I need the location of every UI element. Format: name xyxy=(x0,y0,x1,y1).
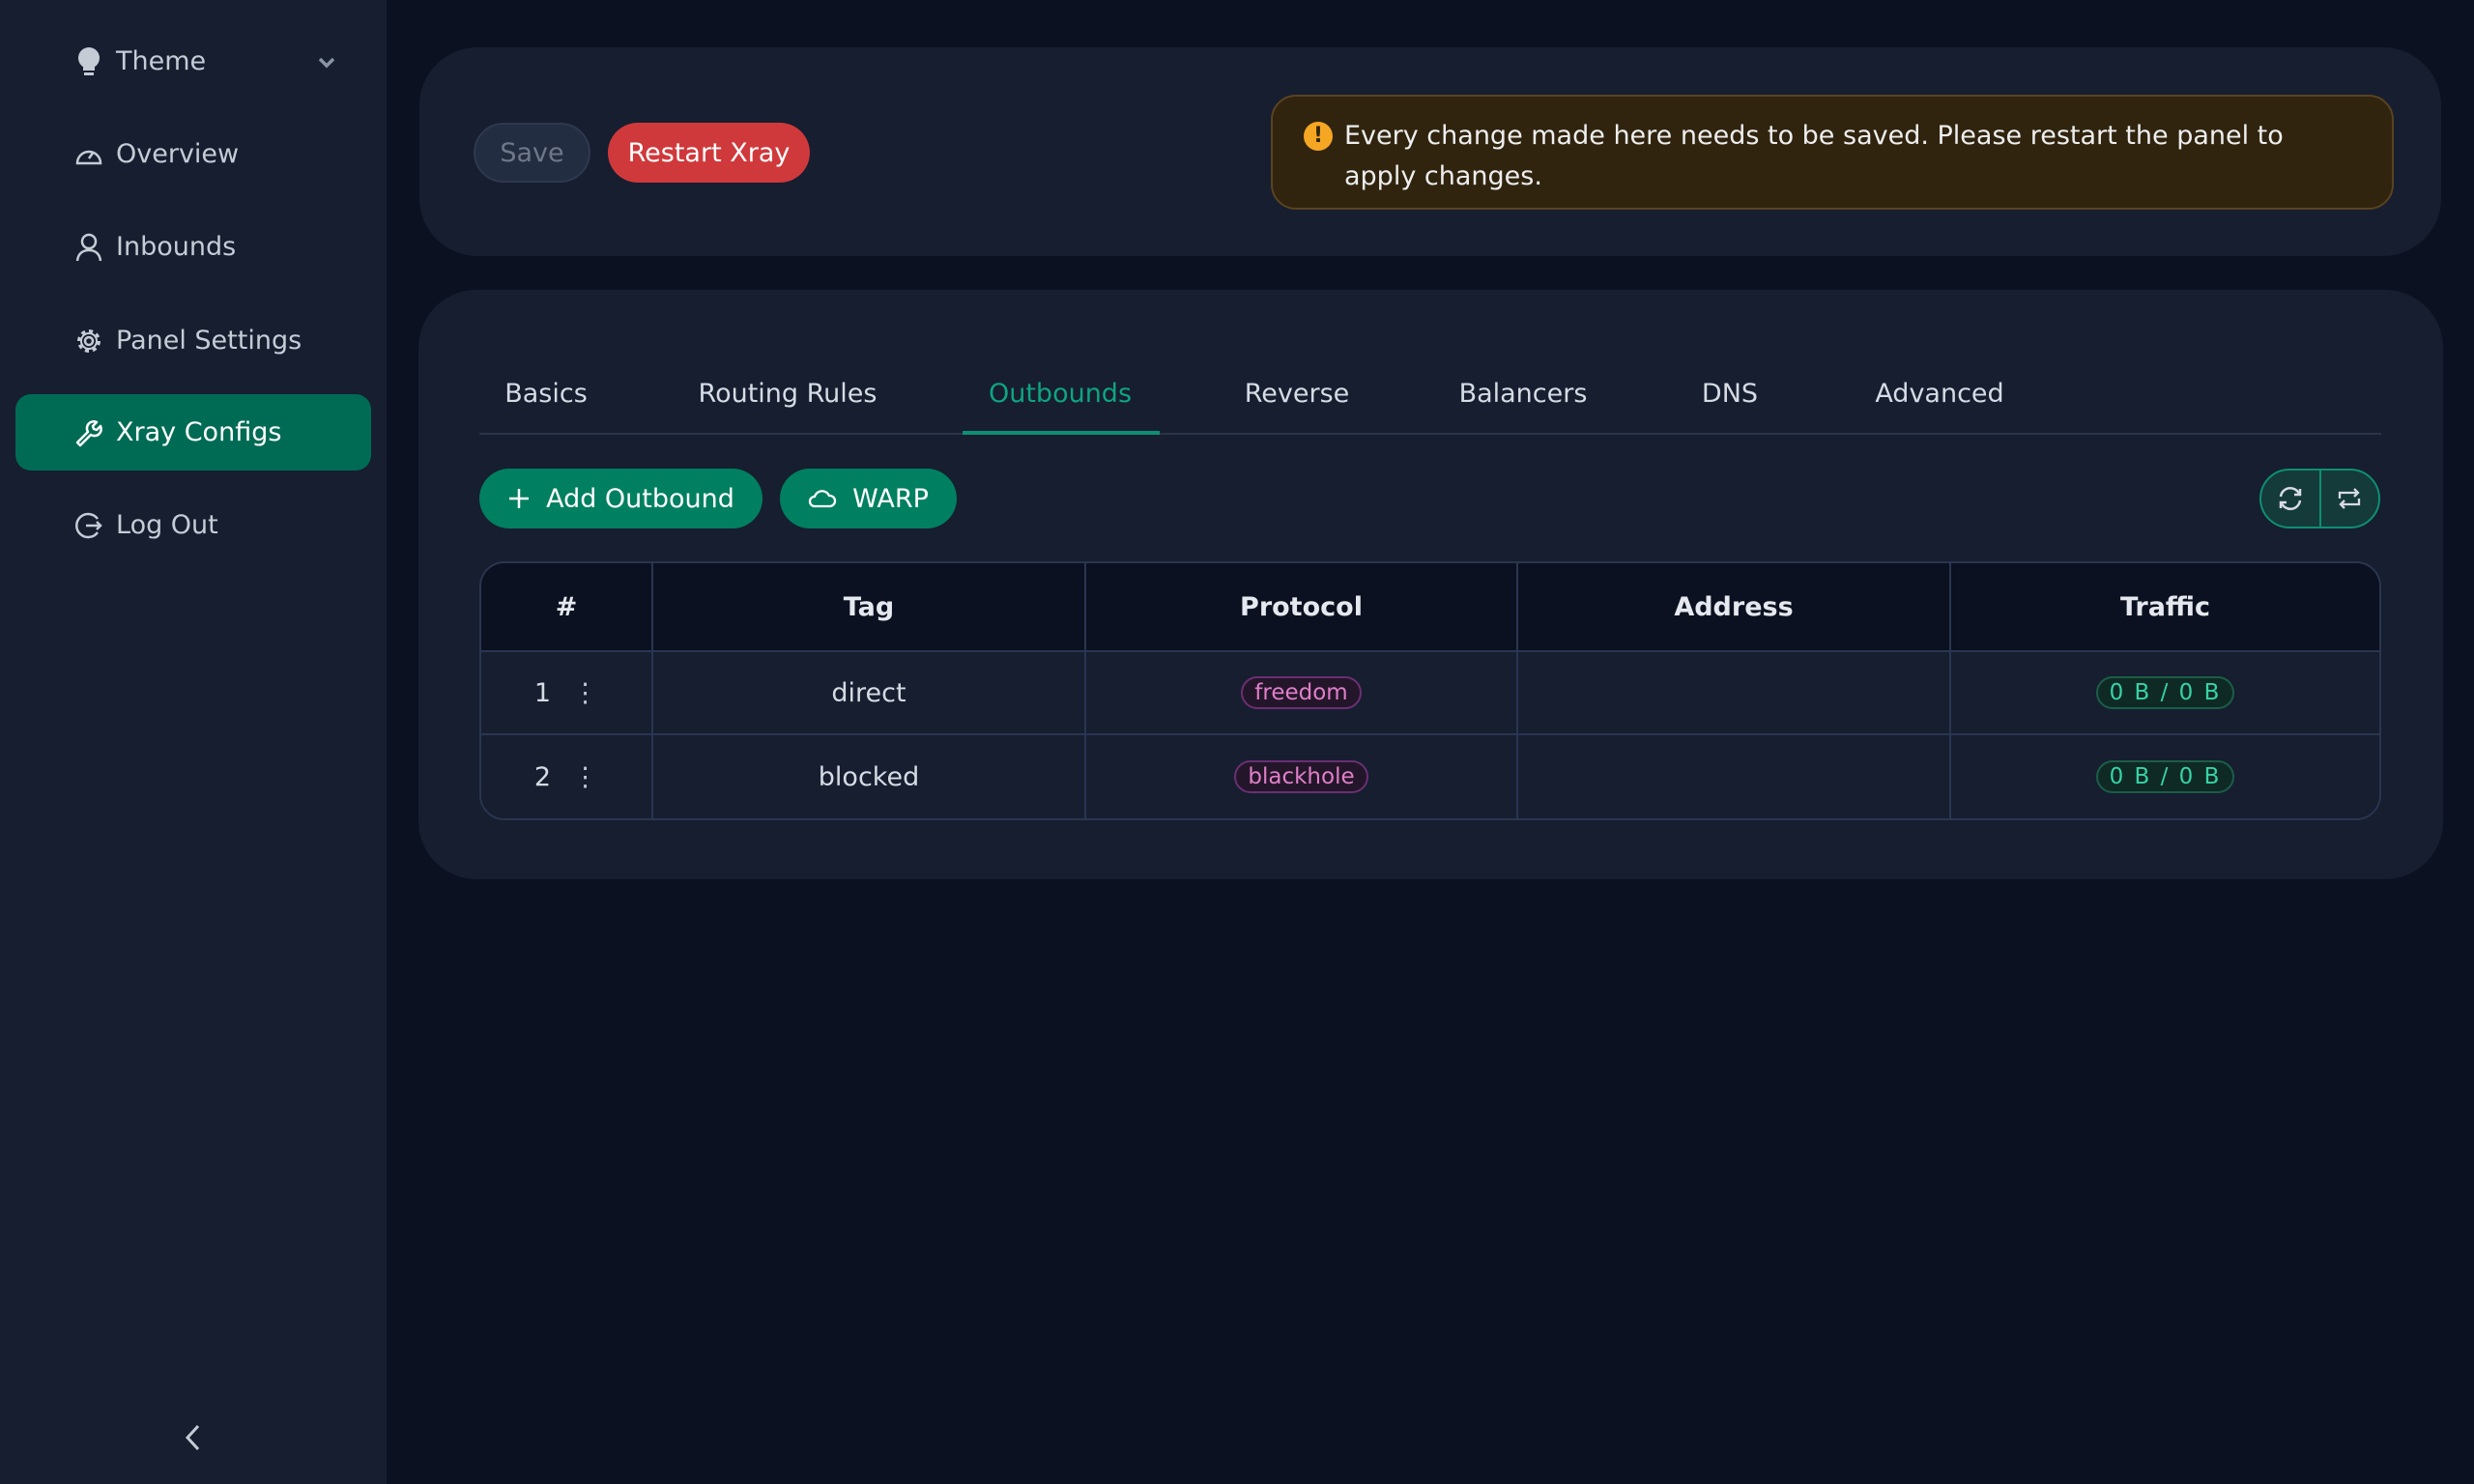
traffic-badge: 0 B / 0 B xyxy=(2095,676,2235,709)
sidebar-item-label: Overview xyxy=(116,139,240,169)
tab-outbounds[interactable]: Outbounds xyxy=(988,379,1133,409)
outbounds-table: # Tag Protocol Address Traffic 1 ⋮ direct… xyxy=(479,561,2381,820)
dashboard-icon xyxy=(73,139,104,170)
tab-dns[interactable]: DNS xyxy=(1701,379,1759,409)
table-row: 2 ⋮ blocked blackhole 0 B / 0 B xyxy=(481,735,2379,818)
protocol-badge: blackhole xyxy=(1234,760,1368,793)
sidebar-item-panel-settings[interactable]: Panel Settings xyxy=(15,302,371,379)
sidebar-item-overview[interactable]: Overview xyxy=(15,116,371,192)
table-row: 1 ⋮ direct freedom 0 B / 0 B xyxy=(481,652,2379,735)
tab-advanced[interactable]: Advanced xyxy=(1875,379,2004,409)
sidebar-item-inbounds[interactable]: Inbounds xyxy=(15,209,371,285)
tab-reverse[interactable]: Reverse xyxy=(1244,379,1350,409)
column-header: Address xyxy=(1518,563,1951,652)
sidebar-item-theme[interactable]: Theme xyxy=(15,23,371,100)
column-header: Tag xyxy=(653,563,1086,652)
tab-routing-rules[interactable]: Routing Rules xyxy=(698,379,877,409)
traffic-badge: 0 B / 0 B xyxy=(2095,760,2235,793)
tab-basics[interactable]: Basics xyxy=(504,379,588,409)
chevron-left-icon xyxy=(185,1424,200,1451)
view-toggle-group xyxy=(2259,469,2380,528)
column-header: # xyxy=(481,563,653,652)
sidebar: Theme Overview Inbounds Panel Settings X… xyxy=(0,0,387,1484)
tag-cell: blocked xyxy=(653,735,1086,818)
active-tab-indicator xyxy=(963,431,1160,435)
refresh-button[interactable] xyxy=(2261,471,2321,527)
address-cell xyxy=(1518,652,1951,735)
warp-label: WARP xyxy=(852,483,929,514)
chevron-down-icon xyxy=(317,46,336,76)
swap-icon xyxy=(2339,488,2361,509)
user-icon xyxy=(73,232,104,263)
wrench-icon xyxy=(73,417,104,448)
more-vertical-icon[interactable]: ⋮ xyxy=(572,761,599,792)
sidebar-item-label: Inbounds xyxy=(116,232,237,262)
protocol-badge: freedom xyxy=(1241,676,1362,709)
collapse-sidebar-button[interactable] xyxy=(179,1420,208,1455)
cloud-icon xyxy=(809,490,837,508)
sidebar-item-xray-configs[interactable]: Xray Configs xyxy=(15,394,371,471)
sidebar-item-label: Log Out xyxy=(116,510,218,540)
gear-icon xyxy=(73,326,104,357)
tab-balancers[interactable]: Balancers xyxy=(1458,379,1588,409)
row-number: 2 xyxy=(533,761,552,792)
logout-icon xyxy=(73,510,104,541)
tab-bar: Basics Routing Rules Outbounds Reverse B… xyxy=(479,367,2381,435)
more-vertical-icon[interactable]: ⋮ xyxy=(572,677,599,708)
sidebar-item-label: Theme xyxy=(116,46,207,76)
address-cell xyxy=(1518,735,1951,818)
alert-text: Every change made here needs to be saved… xyxy=(1344,121,2284,191)
column-header: Protocol xyxy=(1086,563,1518,652)
add-outbound-label: Add Outbound xyxy=(546,483,734,514)
tag-cell: direct xyxy=(653,652,1086,735)
swap-button[interactable] xyxy=(2321,471,2379,527)
bulb-icon xyxy=(73,46,104,77)
column-header: Traffic xyxy=(1951,563,2379,652)
warning-icon: ! xyxy=(1304,122,1333,151)
sync-icon xyxy=(2279,487,2301,510)
plus-icon xyxy=(509,489,530,508)
restart-xray-button[interactable]: Restart Xray xyxy=(608,123,810,183)
warp-button[interactable]: WARP xyxy=(780,469,957,528)
sidebar-item-label: Panel Settings xyxy=(116,326,302,356)
sidebar-item-label: Xray Configs xyxy=(116,417,282,447)
row-number: 1 xyxy=(533,677,552,708)
save-button[interactable]: Save xyxy=(474,123,590,183)
sidebar-item-log-out[interactable]: Log Out xyxy=(15,487,371,563)
add-outbound-button[interactable]: Add Outbound xyxy=(479,469,762,528)
warning-alert: ! Every change made here needs to be sav… xyxy=(1271,95,2394,210)
